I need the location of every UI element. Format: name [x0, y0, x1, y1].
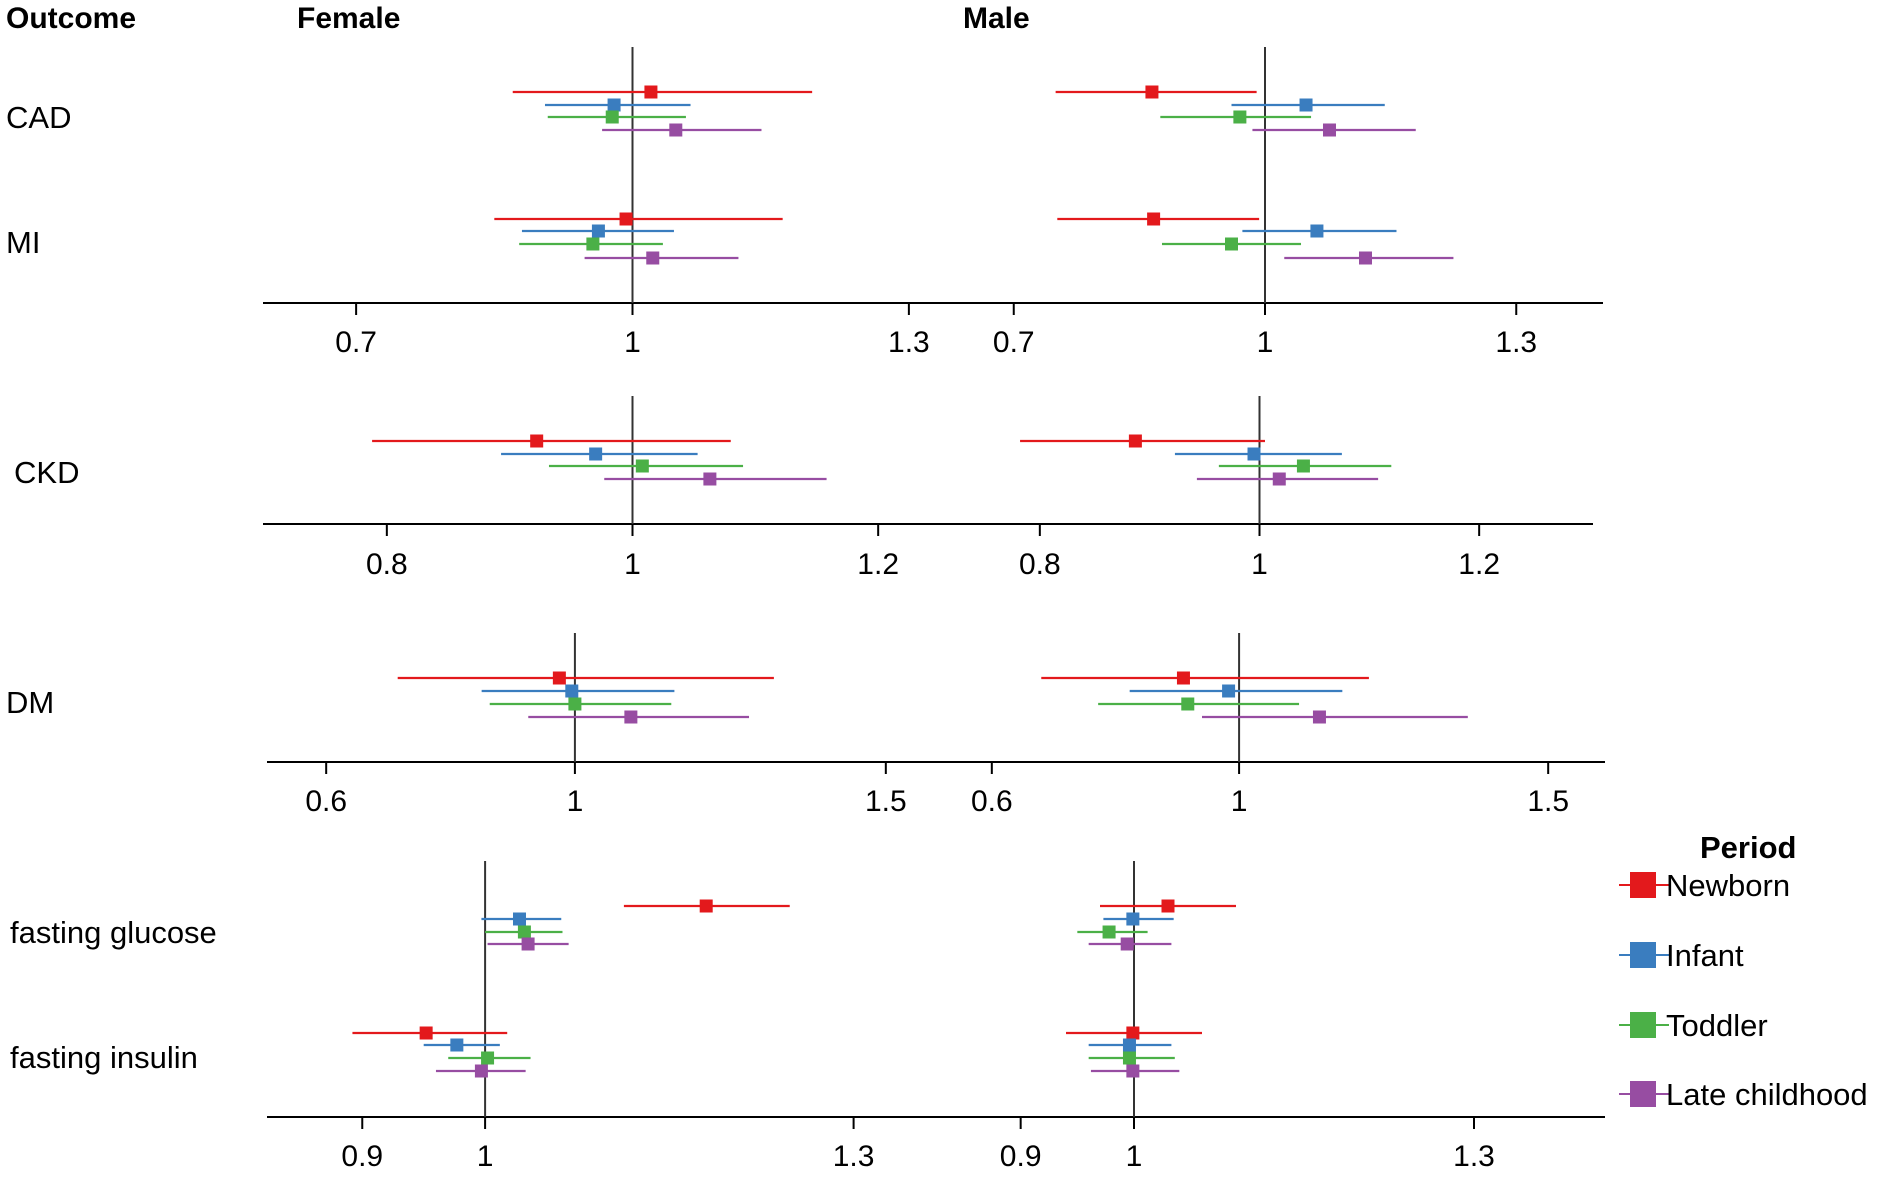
legend-swatch-infant	[1630, 942, 1656, 968]
panel-1-female-tick-label-0: 0.8	[366, 548, 408, 581]
panel-2-female-dm-newborn-point	[552, 671, 566, 685]
panel-3-male-fasting-insulin-toddler-point	[1122, 1051, 1136, 1065]
panel-0-male-mi-late-childhood-point	[1359, 251, 1372, 265]
panel-0-male-cad-toddler-point	[1233, 110, 1247, 124]
panel-3-male-fasting-glucose-infant-point	[1126, 912, 1140, 926]
outcome-label-fasting-insulin: fasting insulin	[10, 1040, 198, 1075]
panel-0-male-mi-toddler-point	[1225, 237, 1238, 251]
panel-2-female-dm-late-childhood-point	[624, 710, 638, 724]
panel-3-female-fasting-glucose-newborn-point	[699, 899, 713, 913]
panel-3-female-tick-label-0: 0.9	[341, 1140, 383, 1173]
panel-1-male-tick-label-2: 1.2	[1458, 548, 1500, 581]
panel-3-male-tick-label-0: 0.9	[1000, 1140, 1042, 1173]
panel-3-male-fasting-insulin-newborn-point	[1126, 1026, 1140, 1040]
panel-0-male-tick-label-0: 0.7	[993, 326, 1035, 359]
panel-0-female-cad-infant-point	[607, 98, 621, 112]
panel-2-male-tick-label-2: 1.5	[1527, 785, 1569, 818]
panel-0-female-cad-newborn-point	[644, 85, 658, 99]
outcome-label-mi: MI	[6, 225, 41, 260]
legend-label-infant: Infant	[1666, 938, 1744, 973]
panel-1-male-ckd-infant-point	[1247, 447, 1261, 461]
panel-2-male-dm-infant-point	[1222, 684, 1236, 698]
panel-2-male-tick-label-0: 0.6	[971, 785, 1013, 818]
panel-3-female-fasting-glucose-toddler-point	[517, 925, 531, 939]
panel-0-male-cad-newborn-point	[1145, 85, 1159, 99]
panel-1-male-tick-label-1: 1	[1251, 548, 1268, 581]
panel-0-female-cad-toddler-point	[605, 110, 619, 124]
legend-swatch-late-childhood	[1630, 1081, 1656, 1107]
panel-0-male-tick-label-1: 1	[1257, 326, 1274, 359]
panel-0-female-mi-infant-point	[591, 224, 605, 238]
panel-2-male-dm-late-childhood-point	[1312, 710, 1326, 724]
legend-label-newborn: Newborn	[1666, 868, 1791, 903]
panel-2-female-tick-label-0: 0.6	[305, 785, 347, 818]
panel-2-male-tick-label-1: 1	[1231, 785, 1248, 818]
panel-3-male-fasting-glucose-toddler-point	[1102, 925, 1116, 939]
panel-3-female-fasting-insulin-infant-point	[450, 1038, 464, 1052]
panel-1-female-tick-label-1: 1	[624, 548, 641, 581]
panel-3-female-fasting-glucose-infant-point	[512, 912, 526, 926]
panel-2-female-tick-label-1: 1	[567, 785, 584, 818]
legend-swatch-newborn	[1630, 872, 1656, 898]
legend-label-late-childhood: Late childhood	[1666, 1077, 1868, 1112]
panel-3-male-fasting-glucose-newborn-point	[1161, 899, 1175, 913]
panel-0-male-mi-infant-point	[1310, 224, 1324, 238]
panel-3-female-fasting-glucose-late-childhood-point	[521, 937, 535, 951]
panel-0-male-tick-label-2: 1.3	[1495, 326, 1537, 359]
panel-0-female-tick-label-1: 1	[624, 326, 641, 359]
panel-1-female-ckd-toddler-point	[635, 459, 649, 473]
panel-2-female-dm-infant-point	[565, 684, 579, 698]
female-header: Female	[297, 2, 401, 35]
panel-3-male-fasting-glucose-late-childhood-point	[1120, 937, 1134, 951]
panel-3-female-tick-label-2: 1.3	[833, 1140, 875, 1173]
outcome-label-cad: CAD	[6, 100, 72, 135]
panel-0-female-mi-toddler-point	[586, 237, 600, 251]
panel-3-male-fasting-insulin-infant-point	[1122, 1038, 1136, 1052]
panel-1-male-ckd-newborn-point	[1128, 434, 1142, 448]
panel-2-female-tick-label-2: 1.5	[865, 785, 907, 818]
panel-1-female-ckd-late-childhood-point	[703, 472, 717, 486]
panel-0-male-cad-late-childhood-point	[1322, 123, 1336, 137]
panel-0-female-mi-newborn-point	[619, 212, 633, 226]
panel-0-female-mi-late-childhood-point	[646, 251, 660, 265]
panel-3-female-fasting-insulin-toddler-point	[481, 1051, 495, 1065]
panel-1-male-ckd-late-childhood-point	[1272, 472, 1286, 486]
panel-0-female-tick-label-0: 0.7	[335, 326, 377, 359]
legend-title: Period	[1700, 830, 1797, 865]
panel-2-female-dm-toddler-point	[568, 697, 582, 711]
panel-3-male-tick-label-1: 1	[1126, 1140, 1143, 1173]
panel-3-female-fasting-insulin-late-childhood-point	[474, 1064, 488, 1078]
legend-label-toddler: Toddler	[1666, 1008, 1768, 1043]
outcome-label-dm: DM	[6, 685, 55, 720]
panel-0-female-tick-label-2: 1.3	[888, 326, 930, 359]
panel-1-female-tick-label-2: 1.2	[857, 548, 899, 581]
panel-1-female-ckd-newborn-point	[530, 434, 544, 448]
panel-1-female-ckd-infant-point	[589, 447, 603, 461]
panel-3-female-tick-label-1: 1	[477, 1140, 494, 1173]
male-header: Male	[963, 2, 1030, 35]
legend-swatch-toddler	[1630, 1012, 1656, 1038]
panel-1-male-tick-label-0: 0.8	[1019, 548, 1061, 581]
panel-0-female-cad-late-childhood-point	[669, 123, 683, 137]
panel-0-male-mi-newborn-point	[1147, 212, 1161, 226]
panel-3-male-tick-label-2: 1.3	[1453, 1140, 1495, 1173]
panel-3-male-fasting-insulin-late-childhood-point	[1126, 1064, 1140, 1078]
outcome-header: Outcome	[6, 2, 137, 35]
panel-2-male-dm-toddler-point	[1181, 697, 1195, 711]
panel-0-male-cad-infant-point	[1299, 98, 1313, 112]
outcome-label-ckd: CKD	[14, 455, 80, 490]
outcome-label-fasting-glucose: fasting glucose	[10, 915, 217, 950]
panel-2-male-dm-newborn-point	[1176, 671, 1190, 685]
panel-3-female-fasting-insulin-newborn-point	[419, 1026, 433, 1040]
panel-1-male-ckd-toddler-point	[1296, 459, 1310, 473]
